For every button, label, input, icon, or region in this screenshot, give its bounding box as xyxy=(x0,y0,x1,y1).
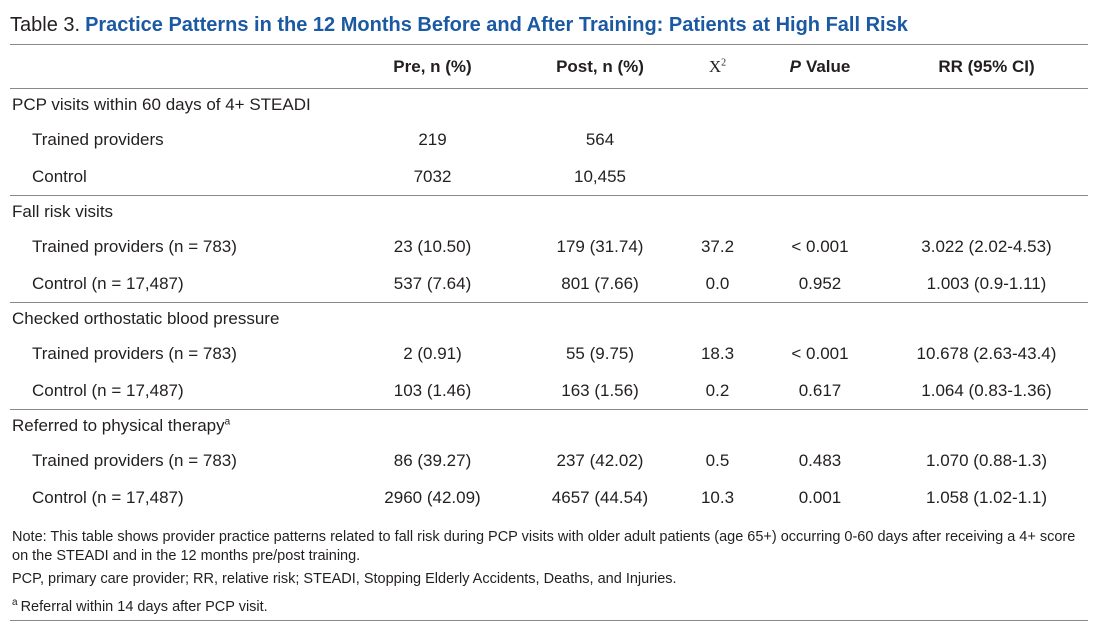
cell: 4657 (44.54) xyxy=(551,487,649,507)
section-row: Checked orthostatic blood pressure xyxy=(10,302,1088,336)
empty-cell xyxy=(755,121,885,158)
table-title: Table 3. Practice Patterns in the 12 Mont… xyxy=(10,14,908,37)
cell: 237 (42.02) xyxy=(556,450,644,470)
cell: 2960 (42.09) xyxy=(384,487,481,507)
note: Note: This table shows provider practice… xyxy=(12,528,1088,566)
data-row: Control 7032 10,455 xyxy=(10,158,1088,196)
note-text: Note: This table shows provider practice… xyxy=(12,529,1076,564)
row-label: Trained providers (n = 783) xyxy=(32,236,237,256)
row-label: Trained providers (n = 783) xyxy=(32,343,237,363)
cell: 2 (0.91) xyxy=(403,343,462,363)
cell: 0.2 xyxy=(705,380,730,400)
cell: 10.678 (2.63-43.4) xyxy=(916,343,1057,363)
header-cell: Post, n (%) xyxy=(556,56,644,76)
cell: 10,455 xyxy=(574,166,626,186)
section-label: Checked orthostatic blood pressure xyxy=(10,303,1088,336)
section-text: Checked orthostatic blood pressure xyxy=(12,309,280,328)
empty-cell xyxy=(755,158,885,196)
header-cell xyxy=(10,45,345,89)
cell: 18.3 xyxy=(700,343,735,363)
cell: 7032 xyxy=(413,166,452,186)
empty-cell xyxy=(885,121,1088,158)
data-row: Trained providers 219 564 xyxy=(10,121,1088,158)
row-label: Trained providers xyxy=(32,129,164,149)
section-row: Referred to physical therapya xyxy=(10,409,1088,443)
notes: Note: This table shows provider practice… xyxy=(12,528,1088,621)
data-row: Trained providers (n = 783) 23 (10.50) 179… xyxy=(10,228,1088,265)
cell: 1.058 (1.02-1.1) xyxy=(926,487,1047,507)
header-sup: 2 xyxy=(721,56,727,68)
data-row: Trained providers (n = 783) 2 (0.91) 55 (9… xyxy=(10,335,1088,372)
data-row: Control (n = 17,487) 2960 (42.09) 4657 (44… xyxy=(10,479,1088,516)
empty-cell xyxy=(680,158,755,196)
note-sup: a xyxy=(12,597,18,608)
header-text: Value xyxy=(805,56,851,76)
cell: 0.952 xyxy=(798,273,842,293)
cell: 163 (1.56) xyxy=(561,380,639,400)
cell: 1.070 (0.88-1.3) xyxy=(926,450,1047,470)
cell: 103 (1.46) xyxy=(393,380,472,400)
table-title-text: Practice Patterns in the 12 Months Befor… xyxy=(85,14,908,36)
section-row: PCP visits within 60 days of 4+ STEADI xyxy=(10,88,1088,122)
table: Pre, n (%) Post, n (%) X2 P Value RR (95%… xyxy=(10,44,1088,516)
data-row: Control (n = 17,487) 537 (7.64) 801 (7.66)… xyxy=(10,265,1088,303)
data-row: Trained providers (n = 783) 86 (39.27) 237… xyxy=(10,442,1088,479)
row-label: Control (n = 17,487) xyxy=(32,273,184,293)
row-label: Trained providers (n = 783) xyxy=(32,450,237,470)
header-italic: P xyxy=(789,56,801,76)
cell: 537 (7.64) xyxy=(393,273,472,293)
header-cell: P Value xyxy=(755,45,885,89)
cell: < 0.001 xyxy=(791,343,849,363)
bottom-rule xyxy=(10,620,1088,621)
cell: 801 (7.66) xyxy=(561,273,639,293)
header-cell: X2 xyxy=(680,45,755,89)
cell: 0.617 xyxy=(798,380,842,400)
note: PCP, primary care provider; RR, relative… xyxy=(12,570,1088,589)
header-text: X xyxy=(708,56,722,76)
section-label: Referred to physical therapya xyxy=(10,410,1088,443)
section-label: Fall risk visits xyxy=(10,196,1088,229)
empty-cell xyxy=(680,121,755,158)
row-label: Control xyxy=(32,166,87,186)
cell: 1.003 (0.9-1.11) xyxy=(926,273,1047,293)
cell: 0.5 xyxy=(705,450,730,470)
table-label: Table 3. xyxy=(10,14,81,36)
cell: 0.483 xyxy=(798,450,842,470)
cell: 179 (31.74) xyxy=(556,236,644,256)
section-sup: a xyxy=(224,416,231,428)
header-cell: Pre, n (%) xyxy=(393,56,472,76)
cell: 219 xyxy=(418,129,447,149)
section-text: PCP visits within 60 days of 4+ STEADI xyxy=(12,95,311,114)
note-text: PCP, primary care provider; RR, relative… xyxy=(12,571,677,587)
cell: 55 (9.75) xyxy=(565,343,635,363)
data-row: Control (n = 17,487) 103 (1.46) 163 (1.56)… xyxy=(10,372,1088,410)
row-label: Control (n = 17,487) xyxy=(32,380,184,400)
section-text: Fall risk visits xyxy=(12,202,114,221)
header-row: Pre, n (%) Post, n (%) X2 P Value RR (95%… xyxy=(10,44,1088,89)
row-label: Control (n = 17,487) xyxy=(32,487,184,507)
cell: < 0.001 xyxy=(791,236,849,256)
cell: 564 xyxy=(585,129,615,149)
cell: 0.0 xyxy=(705,273,730,293)
cell: 0.001 xyxy=(798,487,842,507)
cell: 10.3 xyxy=(700,487,735,507)
empty-cell xyxy=(885,158,1088,196)
section-label: PCP visits within 60 days of 4+ STEADI xyxy=(10,89,1088,122)
note-text: Referral within 14 days after PCP visit. xyxy=(20,598,268,615)
cell: 23 (10.50) xyxy=(393,236,472,256)
section-text: Referred to physical therapy xyxy=(12,416,225,435)
cell: 86 (39.27) xyxy=(393,450,472,470)
cell: 3.022 (2.02-4.53) xyxy=(921,236,1052,256)
cell: 37.2 xyxy=(700,236,735,256)
cell: 1.064 (0.83-1.36) xyxy=(921,380,1052,400)
header-cell: RR (95% CI) xyxy=(938,56,1035,76)
note: a Referral within 14 days after PCP visit… xyxy=(12,593,1088,617)
section-row: Fall risk visits xyxy=(10,195,1088,229)
